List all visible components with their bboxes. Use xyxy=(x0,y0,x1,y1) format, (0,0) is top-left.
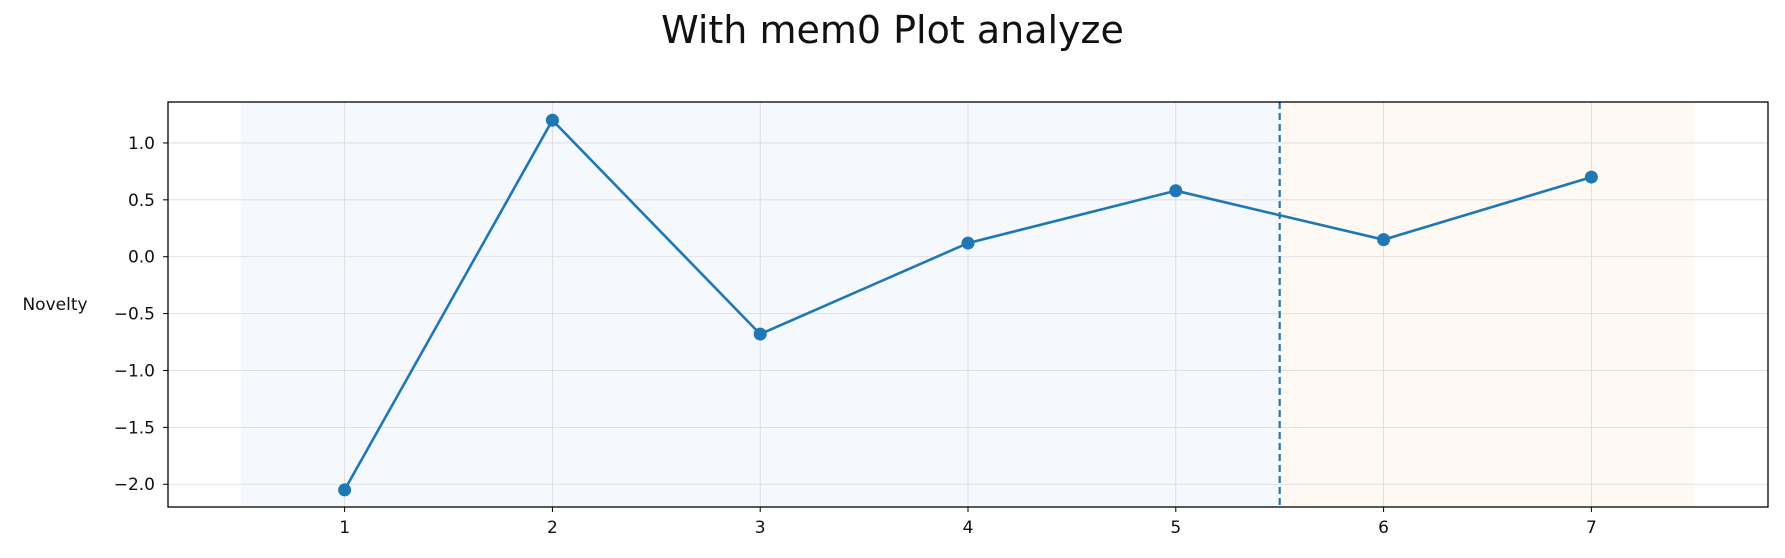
y-tick-label: 0.0 xyxy=(128,248,155,268)
chart-title: With mem0 Plot analyze xyxy=(661,8,1124,52)
x-tick-label: 1 xyxy=(339,518,350,538)
x-tick-label: 7 xyxy=(1586,518,1597,538)
y-tick-label: −2.0 xyxy=(114,475,155,495)
data-point xyxy=(1377,233,1391,247)
data-point xyxy=(338,483,352,497)
x-tick-label: 5 xyxy=(1170,518,1181,538)
x-ticks: 1 2 3 4 5 6 7 xyxy=(339,507,1597,538)
y-axis-label: Novelty xyxy=(22,295,87,315)
y-tick-label: −1.5 xyxy=(114,418,155,438)
data-point xyxy=(545,113,559,127)
y-tick-label: −0.5 xyxy=(114,305,155,325)
series-layer xyxy=(338,113,1598,497)
data-point xyxy=(1584,170,1598,184)
y-ticks: 1.0 0.5 0.0 −0.5 −1.0 −1.5 −2.0 xyxy=(114,134,168,495)
y-tick-label: 1.0 xyxy=(128,134,155,154)
data-point xyxy=(753,327,767,341)
x-tick-label: 6 xyxy=(1378,518,1389,538)
shaded-region-2 xyxy=(1279,102,1696,507)
y-tick-label: −1.0 xyxy=(114,361,155,381)
data-point xyxy=(961,236,975,250)
y-tick-label: 0.5 xyxy=(128,191,155,211)
grid-lines xyxy=(168,102,1768,507)
x-tick-label: 3 xyxy=(755,518,766,538)
data-point xyxy=(1169,184,1183,198)
x-tick-label: 4 xyxy=(963,518,974,538)
x-tick-label: 2 xyxy=(547,518,558,538)
